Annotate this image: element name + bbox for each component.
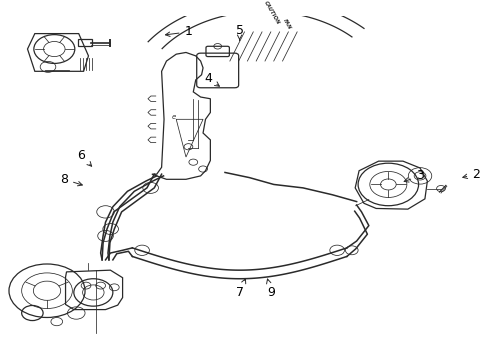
Text: 7: 7 [235, 279, 245, 299]
Text: 1: 1 [165, 26, 192, 39]
Text: 8: 8 [60, 173, 82, 186]
Text: 5: 5 [235, 24, 243, 40]
Text: FAN: FAN [281, 18, 291, 31]
Text: 4: 4 [203, 72, 219, 86]
Text: e: e [171, 114, 176, 120]
Text: CAUTION: CAUTION [263, 0, 280, 26]
Text: 9: 9 [266, 279, 275, 299]
Text: 3: 3 [404, 170, 423, 183]
Text: 2: 2 [462, 168, 479, 181]
Text: 6: 6 [77, 149, 91, 166]
